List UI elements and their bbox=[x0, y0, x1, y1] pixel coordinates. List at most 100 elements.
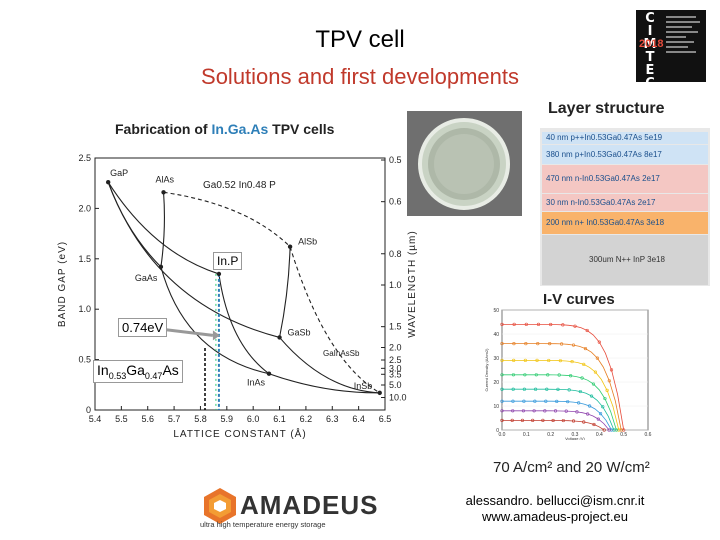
y-tick-label: 2.5 bbox=[78, 153, 91, 163]
iv-point bbox=[585, 328, 589, 333]
iv-point bbox=[593, 370, 598, 374]
iv-series-8 bbox=[502, 420, 605, 431]
iv-x-axis-label: Voltage (V) bbox=[565, 436, 585, 440]
iv-point bbox=[578, 389, 582, 394]
layer-4: 30 nm n-In0.53Ga0.47As 2e17 bbox=[542, 194, 708, 211]
iv-point bbox=[512, 322, 516, 327]
y2-tick-label: 2.5 bbox=[389, 355, 402, 365]
iv-series-7 bbox=[502, 410, 610, 431]
iv-point bbox=[533, 399, 537, 403]
bandgap-arrowhead bbox=[212, 330, 220, 341]
x-axis-label: LATTICE CONSTANT (Å) bbox=[173, 427, 306, 440]
iv-point bbox=[567, 388, 571, 392]
point-label-inas: InAs bbox=[247, 378, 266, 388]
iv-y-tick-label: 10 bbox=[493, 404, 499, 410]
iv-point bbox=[512, 342, 516, 346]
x-tick-label: 5.4 bbox=[89, 414, 102, 424]
x-tick-label: 6.5 bbox=[379, 414, 392, 424]
x-tick-label: 5.9 bbox=[221, 414, 234, 424]
iv-point bbox=[532, 409, 536, 413]
y-axis-label: BAND GAP (eV) bbox=[57, 241, 68, 327]
iv-x-tick-label: 0.1 bbox=[523, 432, 530, 438]
iv-y-tick-label: 0 bbox=[496, 428, 499, 434]
y2-tick-label: 3.0 bbox=[389, 363, 402, 373]
point-label-alsb: AlSb bbox=[298, 237, 317, 247]
contact-website: www.amadeus-project.eu bbox=[482, 509, 628, 524]
curve-alas-alsb bbox=[163, 191, 291, 248]
iv-point bbox=[531, 418, 535, 423]
y2-tick-label: 0.8 bbox=[389, 249, 402, 259]
layer-structure-title: Layer structure bbox=[548, 100, 665, 117]
point-insb bbox=[377, 390, 382, 396]
conference-logo-letters: C I M T E C bbox=[643, 11, 657, 82]
iv-point bbox=[573, 324, 577, 328]
iv-point bbox=[586, 412, 590, 416]
iv-point bbox=[548, 342, 552, 346]
iv-point bbox=[570, 359, 574, 364]
iv-point bbox=[543, 409, 547, 413]
x-tick-label: 5.7 bbox=[168, 414, 181, 424]
iv-series-5 bbox=[502, 388, 615, 431]
iv-point bbox=[549, 322, 553, 327]
point-alsb bbox=[287, 244, 293, 249]
conference-logo: C I M T E C 2018 bbox=[636, 10, 706, 82]
iv-point bbox=[569, 374, 573, 378]
iv-point bbox=[523, 358, 527, 363]
point-label-alas: AlAs bbox=[156, 174, 175, 184]
inp-annotation: In.P bbox=[213, 252, 243, 270]
iv-point bbox=[580, 376, 584, 380]
y-tick-label: 1.0 bbox=[78, 304, 91, 314]
iv-point bbox=[546, 373, 550, 377]
iv-y-tick-label: 50 bbox=[493, 308, 499, 314]
iv-point bbox=[511, 409, 515, 413]
iv-point bbox=[522, 387, 526, 391]
iv-y-tick-label: 40 bbox=[493, 332, 499, 338]
iv-series-1 bbox=[502, 324, 625, 431]
iv-point bbox=[500, 387, 504, 391]
point-inas bbox=[266, 371, 272, 376]
iv-point bbox=[541, 418, 545, 423]
wafer-photo bbox=[407, 111, 522, 216]
iv-point bbox=[523, 373, 527, 377]
iv-point bbox=[535, 358, 539, 363]
curve-label-gainp: Ga0.52 In0.48 P bbox=[203, 180, 276, 191]
curve-alsb-insb bbox=[289, 246, 381, 394]
iv-point bbox=[583, 346, 588, 351]
x-tick-label: 5.5 bbox=[115, 414, 128, 424]
y-tick-label: 0 bbox=[86, 405, 91, 415]
iv-point bbox=[601, 405, 605, 409]
contact-info: alessandro. bellucci@ism.cnr.it www.amad… bbox=[430, 493, 680, 525]
iv-point bbox=[592, 422, 596, 427]
iv-point bbox=[524, 322, 528, 327]
iv-point bbox=[520, 418, 525, 423]
iv-point bbox=[575, 410, 579, 414]
bandgap-arrow bbox=[162, 327, 214, 337]
iv-x-tick-label: 0.0 bbox=[499, 432, 506, 438]
iv-point bbox=[582, 362, 586, 367]
iv-y-tick-label: 30 bbox=[493, 356, 499, 362]
bandgap-chart: 5.4 5.5 5.6 5.7 5.8 5.9 6.0 6.1 6.2 6.3 6.4 6.5 0 0.5… bbox=[55, 148, 420, 443]
iv-point bbox=[589, 394, 594, 398]
iv-point bbox=[511, 399, 515, 403]
iv-frame bbox=[501, 309, 649, 431]
x-tick-label: 6.4 bbox=[352, 414, 365, 424]
iv-point bbox=[544, 399, 548, 403]
iv-point bbox=[536, 322, 541, 327]
bandgap-annotation: 0.74eV bbox=[118, 318, 168, 337]
curve-inas-insb bbox=[268, 373, 380, 394]
point-gap bbox=[105, 179, 111, 185]
y-tick-label: 1.5 bbox=[78, 254, 91, 264]
point-gasb bbox=[277, 335, 282, 340]
iv-point bbox=[536, 342, 540, 346]
iv-point bbox=[521, 409, 526, 413]
curve-inp-inas bbox=[218, 273, 270, 375]
point-label-gaas: GaAs bbox=[135, 273, 158, 283]
iv-chart: 0 10 20 30 40 50 0.0 0.1 0.2 0.3 0.4 0.5 0.6 Voltage … bbox=[480, 306, 652, 441]
iv-point bbox=[598, 411, 603, 416]
iv-x-tick-label: 0.3 bbox=[572, 432, 579, 438]
iv-point bbox=[556, 387, 560, 391]
iv-point bbox=[591, 382, 596, 386]
iv-point bbox=[561, 418, 565, 423]
y-tick-label: 2.0 bbox=[78, 203, 91, 213]
curve-gap-gasb bbox=[107, 181, 280, 338]
